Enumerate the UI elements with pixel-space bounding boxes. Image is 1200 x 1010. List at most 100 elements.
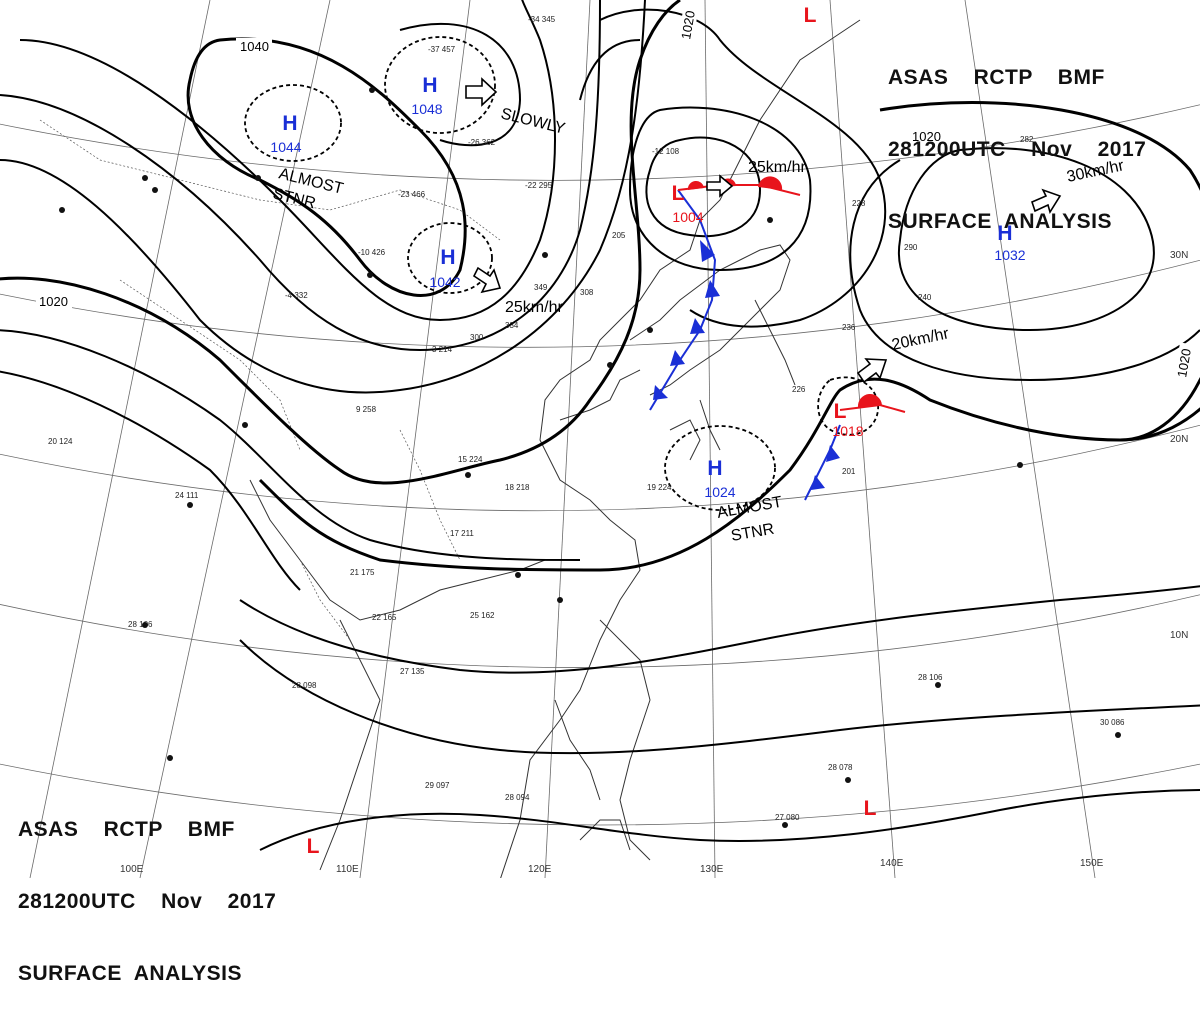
- svg-text:9 258: 9 258: [356, 405, 377, 414]
- motion-arrow-icon: [1031, 188, 1062, 214]
- svg-text:110E: 110E: [336, 864, 359, 875]
- svg-text:1040: 1040: [240, 39, 269, 54]
- station-icon: [142, 175, 148, 181]
- low-pressure-icon: L: [672, 182, 685, 205]
- svg-text:308: 308: [580, 288, 594, 297]
- political-borders: [39, 119, 501, 641]
- high-pressure-value: 1032: [994, 247, 1025, 263]
- svg-text:30N: 30N: [1170, 250, 1188, 261]
- station-icon: [242, 422, 248, 428]
- chart-header-bottom: ASAS RCTP BMF 281200UTC Nov 2017 SURFACE…: [18, 770, 276, 1010]
- svg-text:1020: 1020: [1174, 347, 1194, 378]
- svg-text:20 124: 20 124: [48, 437, 73, 446]
- low-pressure-value: 1018: [832, 423, 863, 439]
- high-pressure-icon: H: [997, 222, 1012, 245]
- station-markers: [59, 87, 1121, 828]
- svg-text:22 165: 22 165: [372, 613, 397, 622]
- station-icon: [369, 87, 375, 93]
- warm-front-icon: [857, 393, 882, 407]
- isobar-1040: [186, 37, 467, 297]
- high-center-rings: [244, 36, 776, 511]
- svg-text:1020: 1020: [912, 129, 941, 144]
- svg-text:25 162: 25 162: [470, 611, 495, 620]
- low-pressure-icon: L: [864, 797, 877, 820]
- station-icon: [187, 502, 193, 508]
- cold-front-icon: [705, 280, 720, 298]
- station-icon: [542, 252, 548, 258]
- motion-arrow-icon: [706, 174, 734, 198]
- svg-text:-37 457: -37 457: [428, 45, 456, 54]
- svg-text:27 080: 27 080: [775, 813, 800, 822]
- low-pressure-icon: L: [804, 4, 817, 27]
- high-pressure-value: 1024: [704, 484, 735, 500]
- svg-text:349: 349: [534, 283, 548, 292]
- svg-text:150E: 150E: [1080, 858, 1104, 869]
- warm-front-icon: [758, 176, 783, 190]
- svg-text:17 211: 17 211: [450, 529, 474, 538]
- svg-text:28 106: 28 106: [128, 620, 153, 629]
- low-pressure-icon: L: [834, 400, 847, 423]
- svg-text:236: 236: [842, 323, 856, 332]
- svg-text:1020: 1020: [678, 9, 698, 40]
- motion-arrows: [465, 77, 1062, 384]
- svg-text:-22 295: -22 295: [525, 181, 553, 190]
- high-pressure-value: 1044: [270, 139, 301, 155]
- station-icon: [142, 622, 148, 628]
- svg-text:205: 205: [612, 231, 626, 240]
- station-icon: [935, 682, 941, 688]
- svg-text:25km/hr: 25km/hr: [748, 159, 806, 176]
- svg-text:-34 345: -34 345: [528, 15, 556, 24]
- svg-text:1020: 1020: [39, 294, 68, 309]
- isobars: [0, 0, 1200, 851]
- svg-text:228: 228: [852, 199, 866, 208]
- cold-front-icon: [690, 318, 705, 334]
- isobar-1020-east: [879, 101, 1200, 442]
- station-icon: [1017, 462, 1023, 468]
- chart-header-top: ASAS RCTP BMF 281200UTC Nov 2017 SURFACE…: [888, 18, 1146, 258]
- svg-text:29 097: 29 097: [425, 781, 450, 790]
- station-icon: [607, 362, 613, 368]
- station-icon: [782, 822, 788, 828]
- isobar-1020-south: [258, 377, 1200, 572]
- high-pressure-icon: H: [282, 112, 297, 135]
- low-pressure-value: 1004: [672, 209, 703, 225]
- high-pressure-icon: H: [440, 246, 455, 269]
- isobar-1032: [897, 147, 1155, 332]
- isobar-labels: 1040 1020 1020 1020 1020: [36, 4, 1195, 381]
- svg-text:334: 334: [505, 321, 519, 330]
- svg-text:30 086: 30 086: [1100, 718, 1125, 727]
- motion-arrow-icon: [465, 77, 498, 107]
- header-line-1: ASAS RCTP BMF: [888, 66, 1105, 89]
- svg-text:27 135: 27 135: [400, 667, 425, 676]
- high-symbols: H 1048 H 1044 H 1042 H 1032 H 1024: [270, 74, 1025, 500]
- svg-text:18 218: 18 218: [505, 483, 530, 492]
- high-pressure-value: 1042: [429, 274, 460, 290]
- cold-front-icon: [811, 475, 825, 490]
- svg-text:-4 332: -4 332: [285, 291, 308, 300]
- svg-text:20N: 20N: [1170, 434, 1188, 445]
- svg-text:28 098: 28 098: [292, 681, 317, 690]
- svg-text:15 224: 15 224: [458, 455, 483, 464]
- svg-text:-10 426: -10 426: [358, 248, 386, 257]
- station-icon: [647, 327, 653, 333]
- station-icon: [557, 597, 563, 603]
- cold-front-icon: [670, 350, 685, 366]
- svg-text:290: 290: [904, 243, 918, 252]
- svg-text:24 111: 24 111: [175, 491, 199, 500]
- svg-text:300: 300: [470, 333, 484, 342]
- header-line-1: ASAS RCTP BMF: [18, 818, 235, 841]
- svg-text:240: 240: [918, 293, 932, 302]
- station-icon: [59, 207, 65, 213]
- svg-text:3 214: 3 214: [432, 345, 453, 354]
- header-line-2: 281200UTC Nov 2017: [18, 890, 277, 913]
- motion-arrow-icon: [856, 358, 888, 384]
- station-icon: [767, 217, 773, 223]
- cold-front-icon: [826, 445, 840, 462]
- station-icon: [152, 187, 158, 193]
- station-icon: [515, 572, 521, 578]
- svg-text:25km/hr: 25km/hr: [505, 299, 563, 316]
- svg-text:-26 362: -26 362: [468, 138, 496, 147]
- header-line-2: 281200UTC Nov 2017: [888, 138, 1147, 161]
- svg-text:19 224: 19 224: [647, 483, 672, 492]
- surface-analysis-map: H 1048 H 1044 H 1042 H 1032 H 1024 L 100…: [0, 0, 1200, 878]
